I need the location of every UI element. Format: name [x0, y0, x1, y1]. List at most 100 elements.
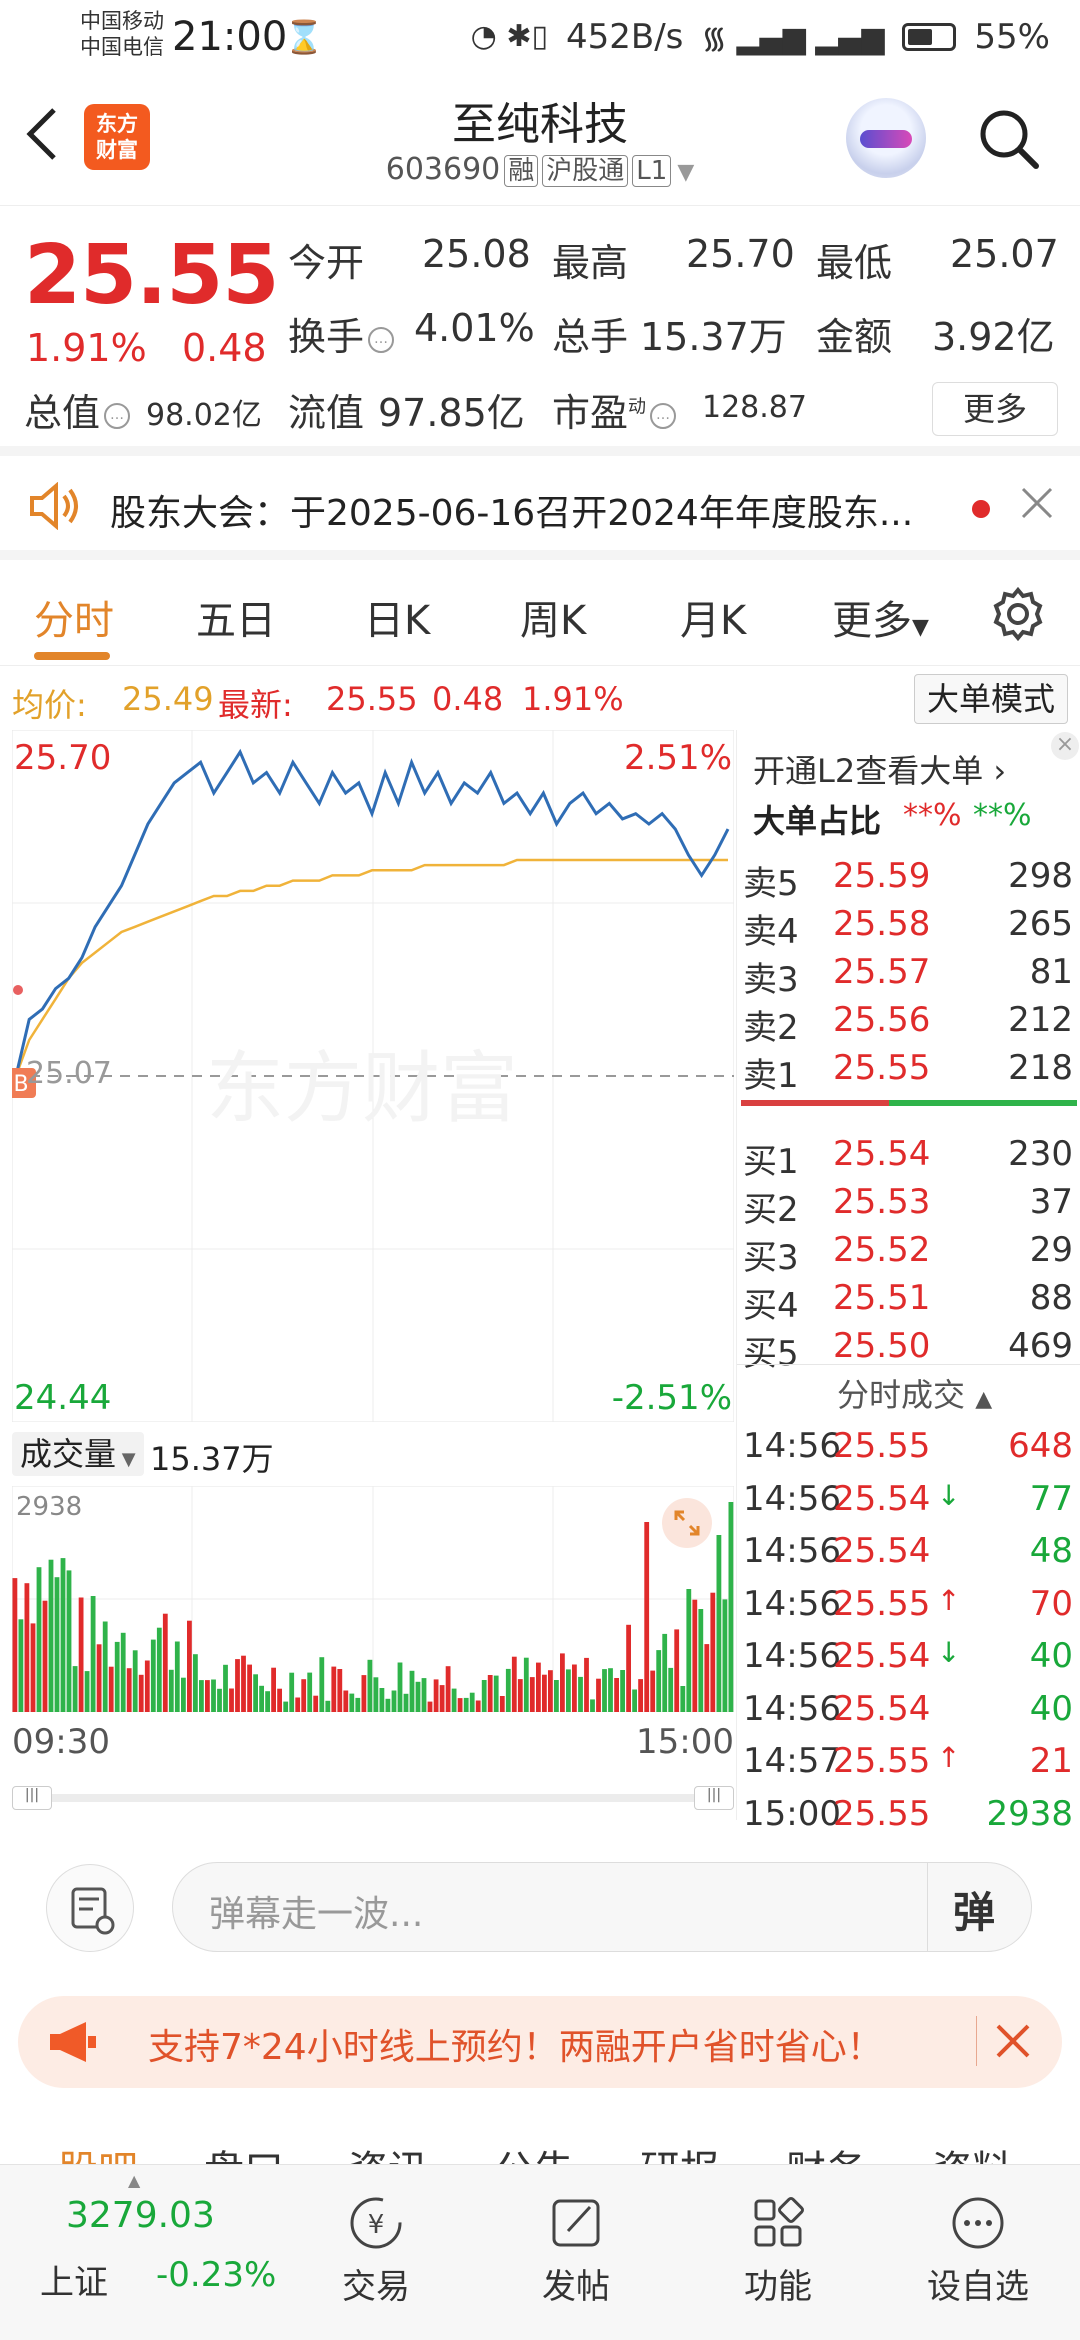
expand-icon[interactable] [662, 1498, 712, 1548]
tab-news[interactable]: 资讯 [348, 2138, 428, 2164]
volume-bar [493, 1675, 499, 1712]
chevron-up-icon[interactable]: ▲ [128, 2171, 141, 2190]
promo-banner[interactable]: 支持7*24小时线上预约！两融开户省时省心！ [18, 1996, 1062, 2088]
low-label: 最低 [816, 241, 893, 285]
tab-monthly-k[interactable]: 月K [680, 598, 747, 644]
volume-bar [590, 1699, 595, 1712]
close-icon[interactable] [1020, 486, 1054, 524]
close-icon[interactable]: × [1051, 732, 1079, 760]
b-marker-icon[interactable] [6, 1068, 36, 1098]
volume-chart[interactable]: 2938 [11, 1485, 735, 1713]
ask-row[interactable]: 卖2 25.56 212 [741, 1000, 1077, 1048]
nav-function[interactable]: 功能 [708, 2193, 848, 2308]
bid-row[interactable]: 买3 25.52 29 [741, 1230, 1077, 1278]
open-label: 今开 [288, 241, 365, 285]
tab-pankou[interactable]: 盘口 [204, 2138, 284, 2164]
danmu-button[interactable]: 弹 [953, 1888, 996, 1937]
trade-volume: 21 [1029, 1741, 1073, 1781]
chart-scrollbar[interactable]: ||| ||| [12, 1786, 734, 1810]
volume-bar [343, 1690, 349, 1712]
more-button[interactable]: 更多 [932, 382, 1058, 436]
trade-row: 14:56 25.54 ↓ 40 [741, 1636, 1077, 1684]
bid-row[interactable]: 买4 25.51 88 [741, 1278, 1077, 1326]
nav-add-watchlist[interactable]: 设自选 [908, 2193, 1048, 2308]
info-icon[interactable]: … [650, 402, 677, 429]
trade-price: 25.54 [833, 1531, 931, 1571]
scroll-handle-left[interactable]: ||| [12, 1786, 52, 1810]
content-tabs: 股吧 盘口 资讯 公告 研报 财务 资料 [0, 2104, 1080, 2164]
tab-profile[interactable]: 资料 [932, 2138, 1012, 2164]
trades-title[interactable]: 分时成交 ▲ [837, 1376, 993, 1414]
volume-label: 总手 [552, 315, 629, 359]
trade-icon: ¥ [350, 2197, 402, 2249]
l2-link[interactable]: 开通L2查看大单 › [753, 752, 1007, 790]
tab-five-day[interactable]: 五日 [196, 598, 276, 644]
tab-more[interactable]: 更多▼ [832, 598, 929, 644]
volume-bar [295, 1697, 301, 1712]
tab-notice[interactable]: 公告 [494, 2138, 574, 2164]
volume-bar [391, 1690, 397, 1712]
volume-selector[interactable]: 成交量 ▼ [12, 1432, 144, 1476]
ask-row[interactable]: 卖4 25.58 265 [741, 904, 1077, 952]
bid-row[interactable]: 买2 25.53 37 [741, 1182, 1077, 1230]
nav-trade[interactable]: ¥ 交易 [306, 2193, 446, 2308]
bid-label: 买2 [743, 1190, 799, 1230]
volume-chart-svg [11, 1485, 735, 1713]
ask-volume: 218 [1008, 1048, 1073, 1088]
avg-value: 25.49 [122, 680, 214, 718]
tab-weekly-k[interactable]: 周K [520, 598, 587, 644]
volume-bar [337, 1669, 343, 1712]
notice-text[interactable]: 股东大会：于2025-06-16召开2024年年度股东... [110, 493, 914, 534]
volume-bar [529, 1677, 535, 1712]
volume-bar [54, 1577, 60, 1712]
close-icon[interactable] [994, 2022, 1032, 2064]
nav-post[interactable]: 发帖 [506, 2193, 646, 2308]
assistant-avatar[interactable] [846, 98, 926, 178]
volume-bar [96, 1644, 102, 1712]
tab-finance[interactable]: 财务 [786, 2138, 866, 2164]
tab-guba[interactable]: 股吧 [58, 2138, 138, 2164]
tab-daily-k[interactable]: 日K [364, 598, 431, 644]
info-icon[interactable]: … [104, 402, 131, 429]
volume-bar [596, 1678, 601, 1712]
danmu-settings-icon[interactable] [46, 1864, 134, 1952]
ask-row[interactable]: 卖1 25.55 218 [741, 1048, 1077, 1096]
trade-row: 14:56 25.54 48 [741, 1531, 1077, 1579]
volume-bar [686, 1589, 692, 1712]
volume-bar [415, 1681, 421, 1712]
volume-bar [698, 1609, 704, 1712]
ask-row[interactable]: 卖3 25.57 81 [741, 952, 1077, 1000]
trade-row: 14:57 25.55 ↑ 21 [741, 1741, 1077, 1789]
big-order-mode-button[interactable]: 大单模式 [914, 674, 1068, 724]
carrier-1: 中国移动 [80, 9, 164, 33]
info-icon[interactable]: … [368, 326, 395, 353]
bid-label: 买4 [743, 1286, 799, 1326]
chevron-down-icon[interactable]: ▼ [677, 160, 695, 185]
gear-icon[interactable] [990, 586, 1046, 646]
ask-price: 25.57 [833, 952, 931, 992]
volume-bar [445, 1666, 451, 1712]
bid-row[interactable]: 买1 25.54 230 [741, 1134, 1077, 1182]
notice-bar[interactable]: 股东大会：于2025-06-16召开2024年年度股东... [0, 456, 1080, 560]
tab-intraday[interactable]: 分时 [34, 598, 114, 644]
back-icon[interactable] [22, 104, 82, 164]
ask-row[interactable]: 卖5 25.59 298 [741, 856, 1077, 904]
scroll-handle-right[interactable]: ||| [694, 1786, 734, 1810]
search-icon[interactable] [976, 106, 1042, 172]
b-marker-text: B [13, 1072, 28, 1097]
tab-research[interactable]: 研报 [640, 2138, 720, 2164]
index-value[interactable]: 3279.03 [66, 2195, 215, 2236]
volume-bar [560, 1653, 565, 1712]
danmu-input[interactable]: 弹幕走一波... 弹 [172, 1862, 1032, 1952]
volume-bar [523, 1657, 529, 1712]
trade-row: 14:56 25.55 ↑ 70 [741, 1584, 1077, 1632]
volume-bar [18, 1619, 24, 1712]
volume-bar [656, 1650, 662, 1712]
intraday-chart[interactable]: 东方财富 B 25.70 2.51% 25.07 24.44 -2.51% [6, 729, 735, 1423]
trade-arrow-icon: ↑ [937, 1583, 961, 1617]
volume-bar [156, 1627, 162, 1712]
volume-bar [451, 1688, 457, 1712]
chart-ref-price: 25.07 [26, 1056, 112, 1091]
volume-bar [457, 1698, 463, 1712]
bid-row[interactable]: 买5 25.50 469 [741, 1326, 1077, 1374]
